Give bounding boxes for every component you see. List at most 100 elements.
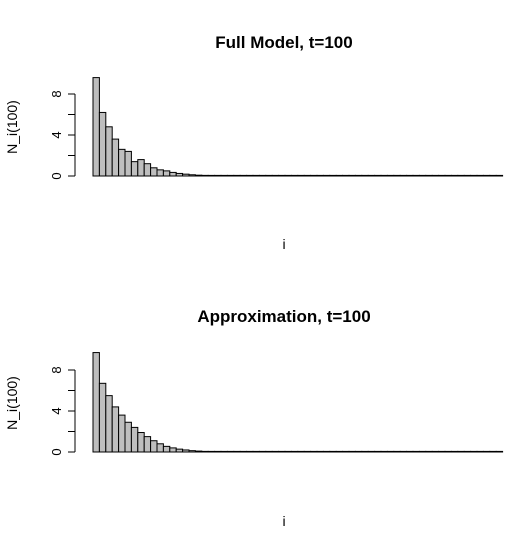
bar <box>438 174 446 177</box>
bar <box>322 450 331 453</box>
bar <box>354 174 363 177</box>
bar <box>130 161 139 177</box>
bar <box>175 448 184 453</box>
bar <box>194 450 203 453</box>
bar <box>233 450 241 453</box>
bar <box>297 450 305 453</box>
bar <box>425 450 433 453</box>
y-tick-label: 4 <box>49 407 64 414</box>
bar <box>182 173 190 177</box>
bar <box>226 450 235 453</box>
bar <box>118 148 126 177</box>
bar-series <box>92 352 504 453</box>
bar <box>130 426 139 453</box>
bar <box>476 174 484 177</box>
bar <box>239 174 248 177</box>
bar <box>406 174 414 177</box>
bar <box>297 174 305 177</box>
bar <box>92 352 100 453</box>
bar <box>431 450 440 453</box>
bar <box>489 450 497 453</box>
bar <box>482 174 491 177</box>
bar <box>233 174 241 177</box>
bar <box>169 171 177 177</box>
bar-series <box>92 77 504 177</box>
y-axis: 0 4 8 <box>49 366 76 456</box>
bar <box>444 450 452 453</box>
y-axis-label: N_i(100) <box>4 376 20 430</box>
bar <box>239 450 248 453</box>
bar <box>207 174 216 177</box>
bar <box>258 450 267 453</box>
bar <box>290 450 299 453</box>
bar <box>380 450 388 453</box>
bar <box>98 111 107 177</box>
bar <box>284 174 292 177</box>
bar <box>476 450 484 453</box>
bar <box>162 170 171 177</box>
chart-panel-full-model: Full Model, t=100 N_i(100) i 0 4 8 <box>4 33 504 252</box>
bar <box>450 174 459 177</box>
bar <box>482 450 491 453</box>
bar <box>399 174 408 177</box>
bar <box>310 174 318 177</box>
bar <box>124 150 132 177</box>
bar <box>322 174 331 177</box>
bar <box>201 174 209 177</box>
bar <box>124 421 132 453</box>
bar <box>342 450 350 453</box>
bar <box>438 450 446 453</box>
bar <box>418 174 427 177</box>
bar <box>265 174 273 177</box>
bar <box>342 174 350 177</box>
bar <box>214 174 222 177</box>
bar <box>361 450 369 453</box>
bar <box>143 436 152 453</box>
bar <box>220 174 228 177</box>
bar <box>220 450 228 453</box>
bar <box>105 126 113 177</box>
bar <box>463 174 472 177</box>
bar <box>450 450 459 453</box>
bar <box>310 450 318 453</box>
bar <box>303 450 312 453</box>
bar <box>386 174 395 177</box>
bar <box>252 174 260 177</box>
bar <box>425 174 433 177</box>
bar <box>303 174 312 177</box>
bar <box>105 395 113 453</box>
bar <box>271 174 280 177</box>
bar <box>470 174 478 177</box>
chart-title: Approximation, t=100 <box>197 307 370 326</box>
bar <box>495 450 504 453</box>
bar <box>367 450 376 453</box>
bar <box>188 450 196 453</box>
bar <box>374 174 382 177</box>
bar <box>98 382 107 453</box>
bar <box>226 174 235 177</box>
bar <box>457 450 465 453</box>
bar <box>214 450 222 453</box>
bar <box>278 174 286 177</box>
bar <box>495 174 504 177</box>
bar <box>188 174 196 177</box>
bar <box>137 432 145 453</box>
bar <box>329 450 337 453</box>
bar <box>207 450 216 453</box>
bar <box>111 406 120 453</box>
bar <box>354 450 363 453</box>
bar <box>489 174 497 177</box>
bar <box>278 450 286 453</box>
bar <box>335 174 344 177</box>
bar <box>271 450 280 453</box>
bar <box>348 450 356 453</box>
bar <box>194 174 203 177</box>
bar <box>406 450 414 453</box>
bar <box>150 440 158 453</box>
bar <box>393 174 401 177</box>
bar <box>463 450 472 453</box>
bar <box>412 450 420 453</box>
y-tick-label: 8 <box>49 90 64 97</box>
bar <box>374 450 382 453</box>
